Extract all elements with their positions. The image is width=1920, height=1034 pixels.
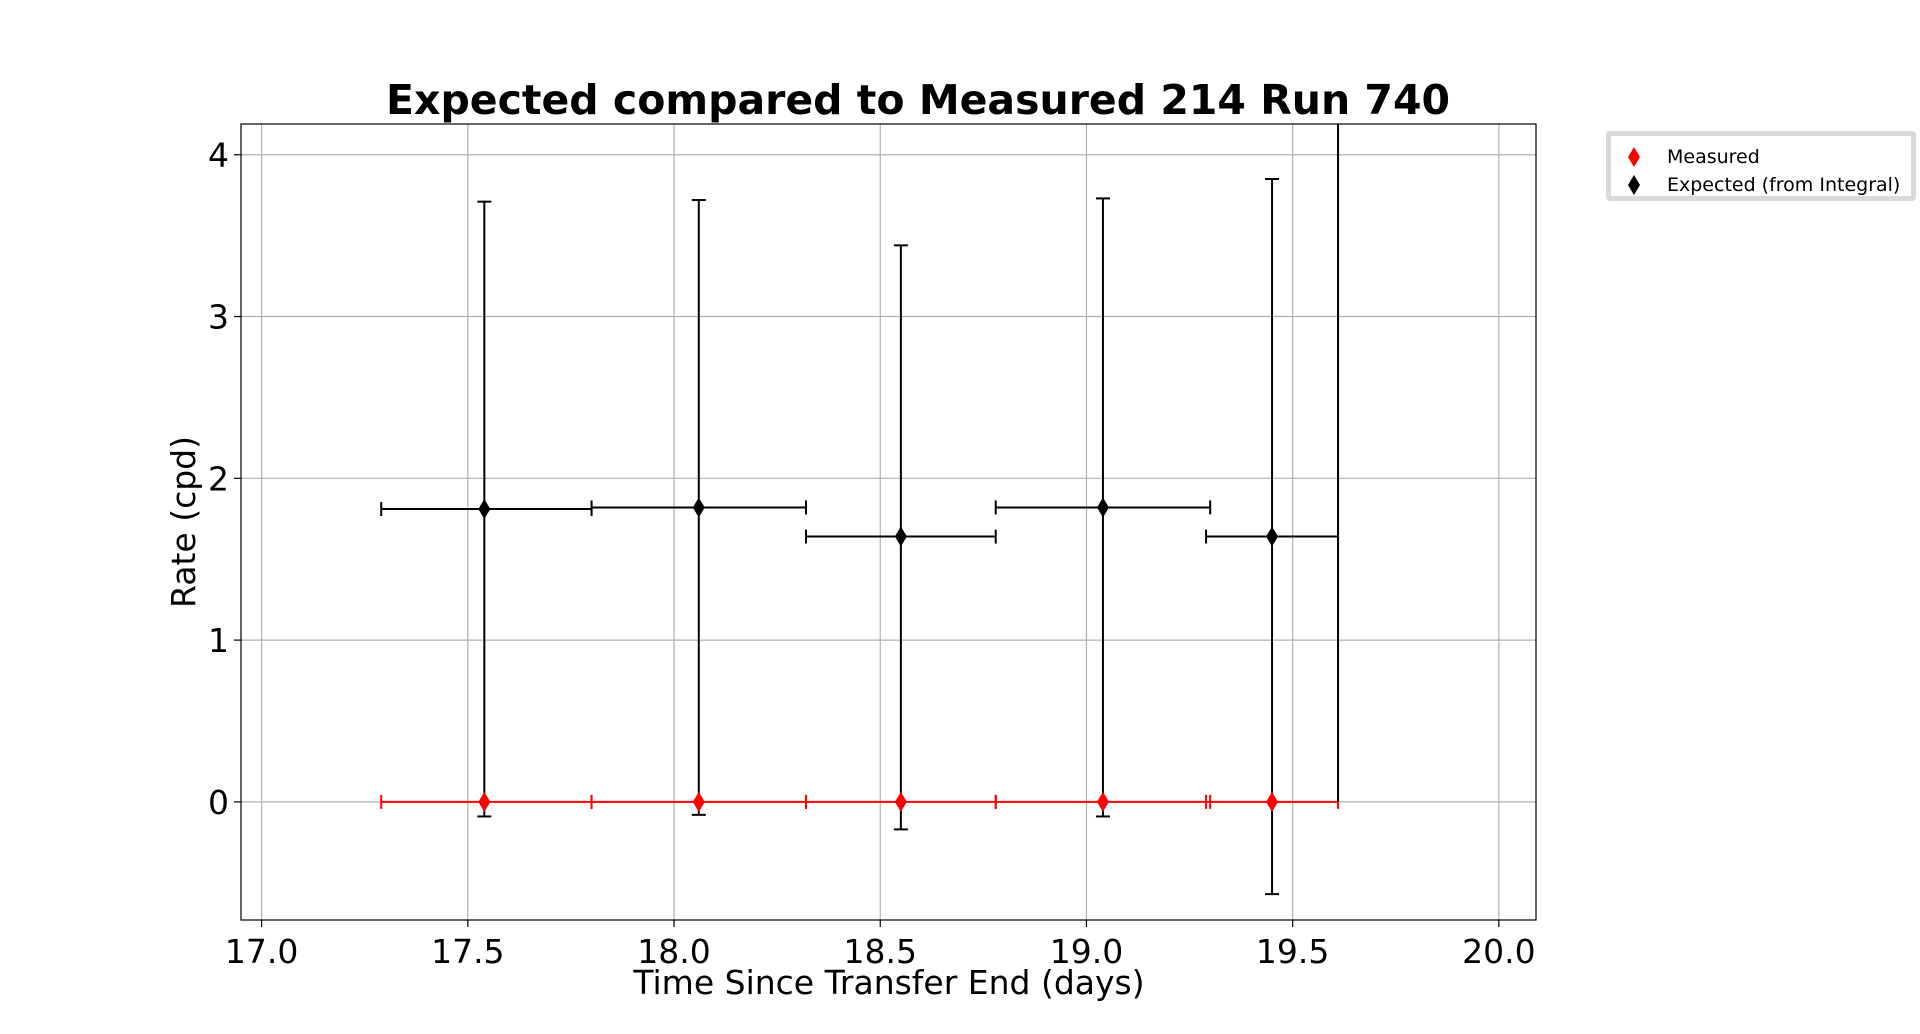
x-tick-label: 18.0: [637, 932, 710, 971]
y-axis-label: Rate (cpd): [164, 436, 203, 608]
x-tick-label: 17.0: [225, 932, 298, 971]
legend: Measured Expected (from Integral): [1606, 131, 1916, 201]
y-tick-label: 0: [208, 783, 229, 822]
legend-marker-measured: [1611, 144, 1657, 170]
x-tick-label: 17.5: [431, 932, 504, 971]
data-point: [1096, 791, 1109, 812]
axis-ticks: 17.0 17.5 18.0 18.5 19.0 19.5 20.0 0 1 2 3 4: [208, 136, 1536, 971]
data-point: [1266, 791, 1279, 812]
legend-item-measured: Measured: [1611, 144, 1760, 170]
legend-label-measured: Measured: [1667, 146, 1760, 168]
legend-item-expected: Expected (from Integral): [1611, 172, 1900, 198]
axes-frame: [240, 123, 1537, 921]
x-tick-label: 19.5: [1256, 932, 1329, 971]
data-point: [478, 791, 491, 812]
x-tick-label: 19.0: [1050, 932, 1123, 971]
chart-title: Expected compared to Measured 214 Run 74…: [386, 76, 1450, 124]
x-axis-label: Time Since Transfer End (days): [632, 963, 1144, 1002]
data-point: [894, 791, 907, 812]
data-point: [478, 499, 491, 520]
data-point: [1266, 526, 1279, 547]
plot-series: [380, 124, 1340, 896]
x-tick-label: 18.5: [844, 932, 917, 971]
x-tick-label: 20.0: [1462, 932, 1535, 971]
y-tick-label: 1: [208, 621, 229, 660]
y-tick-label: 4: [208, 136, 229, 175]
y-tick-label: 3: [208, 298, 229, 337]
data-point: [1096, 497, 1109, 518]
data-point: [894, 526, 907, 547]
legend-marker-expected: [1611, 172, 1657, 198]
data-point: [692, 791, 705, 812]
data-point: [692, 497, 705, 518]
legend-label-expected: Expected (from Integral): [1667, 174, 1901, 196]
y-tick-label: 2: [208, 459, 229, 498]
